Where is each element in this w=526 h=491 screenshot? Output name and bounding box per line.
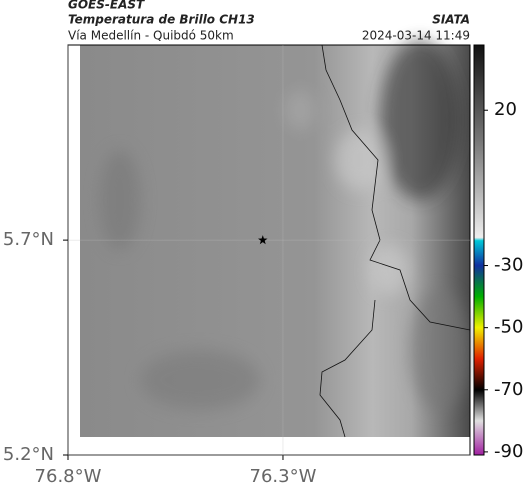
colorbar-tick-label: -70 bbox=[494, 379, 523, 400]
y-tick-label: 5.2°N bbox=[3, 444, 54, 465]
x-tick-label: 76.8°W bbox=[35, 466, 102, 487]
location-marker bbox=[258, 235, 268, 245]
y-tick-label: 5.7°N bbox=[3, 229, 54, 250]
colorbar-tick-label: 20 bbox=[494, 99, 517, 120]
datetime: 2024-03-14 11:49 bbox=[362, 29, 470, 43]
colorbar-tick-label: -50 bbox=[494, 317, 523, 338]
title: GOES-EAST bbox=[68, 0, 145, 12]
x-tick-label: 76.3°W bbox=[250, 466, 317, 487]
source: SIATA bbox=[432, 13, 470, 27]
colorbar-tick-label: -90 bbox=[494, 441, 523, 462]
satellite-image bbox=[80, 40, 471, 438]
colorbar-tick-label: -30 bbox=[494, 255, 523, 276]
colorbar bbox=[473, 44, 485, 456]
region: Vía Medellín - Quibdó 50km bbox=[68, 29, 234, 43]
subtitle: Temperatura de Brillo CH13 bbox=[68, 13, 255, 27]
